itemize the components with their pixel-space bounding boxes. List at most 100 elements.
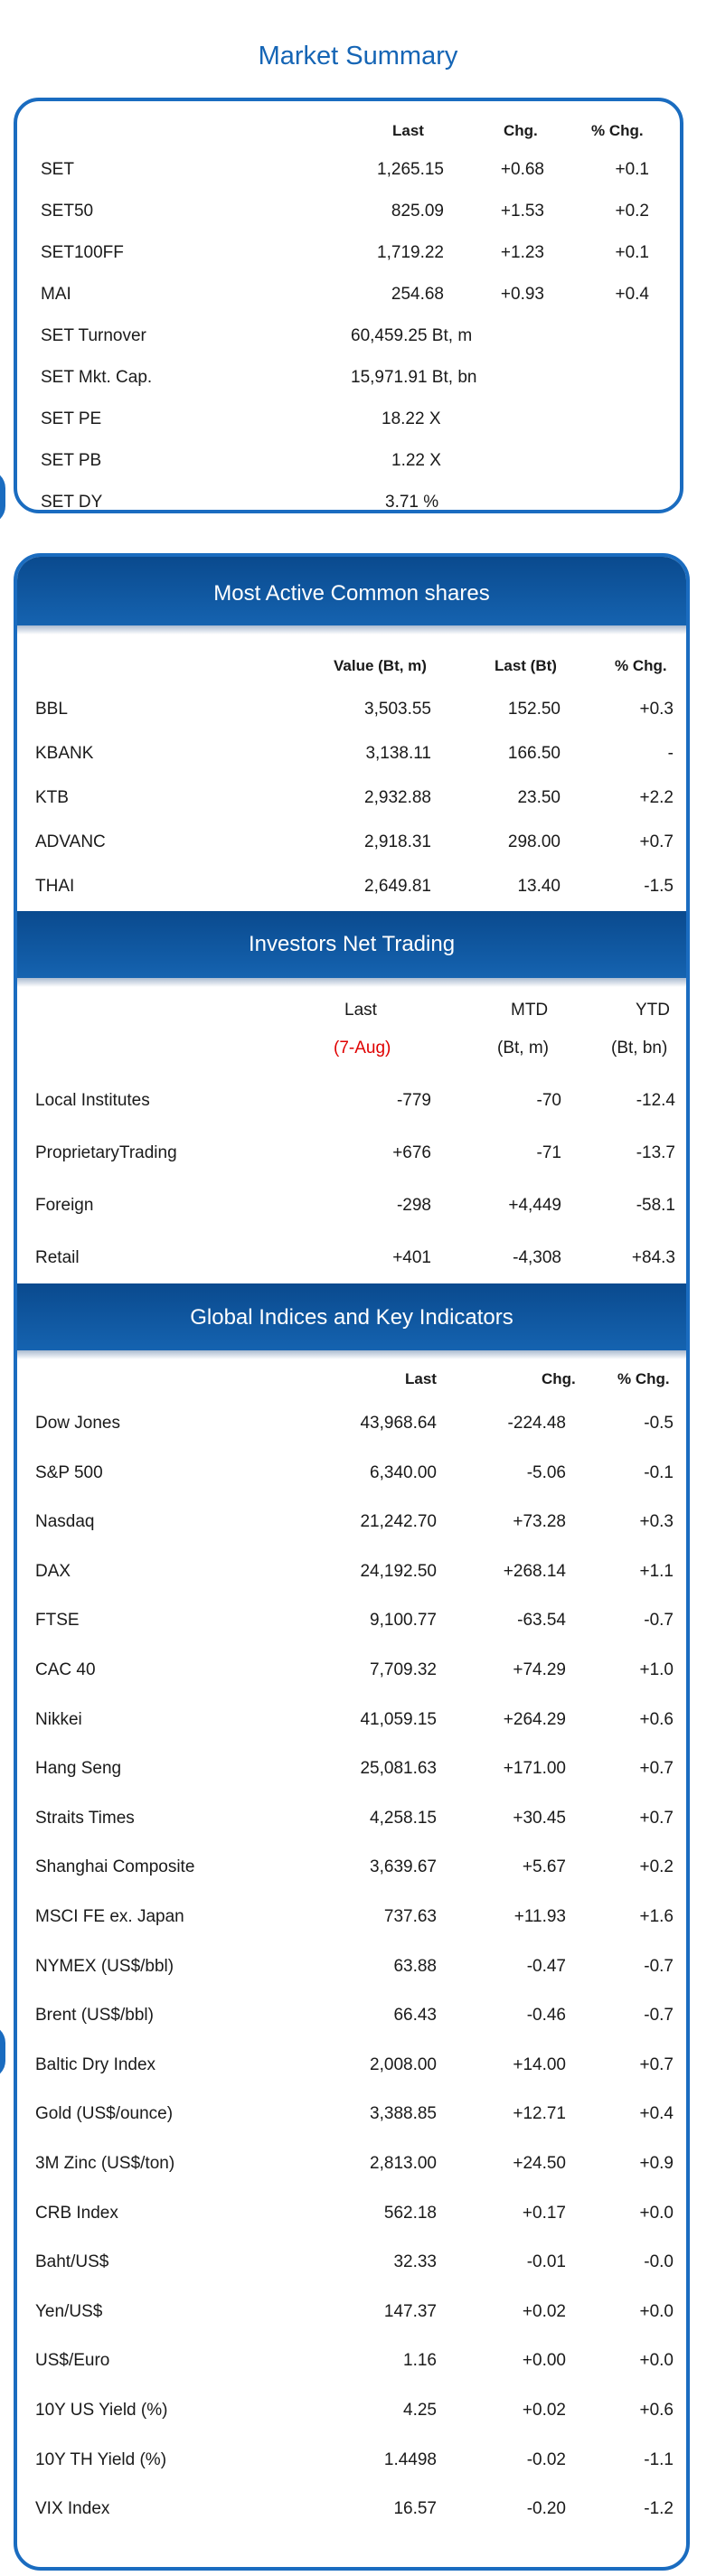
table-row: Nasdaq 21,242.70 +73.28 +0.3: [17, 1512, 686, 1539]
table-row: CAC 40 7,709.32 +74.29 +1.0: [17, 1660, 686, 1688]
table-row: 10Y US Yield (%) 4.25 +0.02 +0.6: [17, 2401, 686, 2428]
stock-symbol: KTB: [35, 788, 69, 807]
table-row: Shanghai Composite 3,639.67 +5.67 +0.2: [17, 1857, 686, 1885]
last-value: 254.68: [391, 285, 444, 304]
column-header: Value (Bt, m): [334, 657, 427, 674]
table-row: CRB Index 562.18 +0.17 +0.0: [17, 2204, 686, 2231]
change-value: +12.71: [513, 2104, 566, 2124]
pct-change-value: -0.1: [644, 1462, 674, 1482]
table-row: FTSE 9,100.77 -63.54 -0.7: [17, 1611, 686, 1638]
indicator-name: US$/Euro: [35, 2351, 110, 2371]
last-value: 60,459.25 Bt, m: [351, 326, 473, 345]
table-row: Nikkei 41,059.15 +264.29 +0.6: [17, 1710, 686, 1737]
table-row: 3M Zinc (US$/ton) 2,813.00 +24.50 +0.9: [17, 2154, 686, 2181]
change-value: +0.68: [500, 160, 544, 179]
table-row: SET 1,265.15 +0.68 +0.1: [17, 160, 680, 187]
table-row: 10Y TH Yield (%) 1.4498 -0.02 -1.1: [17, 2450, 686, 2477]
last-value: 2,813.00: [370, 2154, 437, 2173]
pct-change-value: +0.6: [639, 1709, 674, 1729]
row-label: SET PE: [41, 409, 102, 428]
row-label: SET50: [41, 202, 94, 221]
date-label: (7-Aug): [334, 1039, 391, 1058]
last-value: 9,100.77: [370, 1611, 437, 1631]
change-value: +0.00: [522, 2351, 566, 2371]
table-row: ADVANC 2,918.31 298.00 +0.7: [17, 832, 686, 860]
change-value: +5.67: [522, 1857, 566, 1877]
indicator-name: S&P 500: [35, 1462, 103, 1482]
table-row: MSCI FE ex. Japan 737.63 +11.93 +1.6: [17, 1907, 686, 1934]
column-header: Last: [392, 122, 424, 139]
pct-change-value: -0.5: [644, 1414, 674, 1433]
decorative-arc: [0, 470, 5, 524]
mtd-value: -4,308: [513, 1248, 561, 1267]
mtd-value: -71: [536, 1143, 561, 1162]
section-header-global: Global Indices and Key Indicators: [17, 1283, 686, 1359]
last-value: 1.4498: [383, 2449, 437, 2469]
change-value: +30.45: [513, 1808, 566, 1828]
pct-change-value: -0.7: [644, 1611, 674, 1631]
pct-change-value: +1.1: [639, 1561, 674, 1581]
pct-change-value: +0.1: [615, 243, 649, 262]
column-header: MTD: [511, 1001, 549, 1020]
investor-type: ProprietaryTrading: [35, 1143, 177, 1162]
indicator-name: Nasdaq: [35, 1512, 95, 1532]
indicator-name: Dow Jones: [35, 1414, 120, 1433]
change-value: +264.29: [503, 1709, 566, 1729]
column-header: % Chg.: [617, 1370, 670, 1387]
change-value: +0.02: [522, 2301, 566, 2321]
investor-type: Retail: [35, 1248, 80, 1267]
change-value: -0.46: [526, 2006, 566, 2026]
table-row: Straits Times 4,258.15 +30.45 +0.7: [17, 1809, 686, 1836]
table-row: Brent (US$/bbl) 66.43 -0.46 -0.7: [17, 2006, 686, 2033]
trade-value: 3,503.55: [364, 700, 431, 719]
table-row: VIX Index 16.57 -0.20 -1.2: [17, 2499, 686, 2526]
last-value: 562.18: [383, 2203, 437, 2223]
investor-type: Foreign: [35, 1196, 94, 1215]
table-row: NYMEX (US$/bbl) 63.88 -0.47 -0.7: [17, 1957, 686, 1984]
indicator-name: CRB Index: [35, 2203, 118, 2223]
last-value: 1.22 X: [391, 451, 441, 470]
indicator-name: 10Y US Yield (%): [35, 2401, 168, 2420]
pct-change-value: -1.5: [644, 877, 674, 896]
table-header-row: Value (Bt, m) Last (Bt) % Chg.: [17, 657, 686, 684]
row-label: SET PB: [41, 451, 102, 470]
last-value: 1,265.15: [377, 160, 444, 179]
table-row: Local Institutes -779 -70 -12.4: [17, 1091, 686, 1118]
table-row: THAI 2,649.81 13.40 -1.5: [17, 877, 686, 904]
table-row: BBL 3,503.55 152.50 +0.3: [17, 700, 686, 727]
row-label: SET: [41, 160, 74, 179]
indicator-name: FTSE: [35, 1611, 80, 1631]
market-summary-table: Last Chg. % Chg. SET 1,265.15 +0.68 +0.1 SET…: [14, 98, 683, 513]
pct-change-value: +0.4: [615, 285, 649, 304]
stock-symbol: BBL: [35, 700, 68, 719]
change-value: +0.93: [500, 285, 544, 304]
indicator-name: Straits Times: [35, 1808, 135, 1828]
last-value: 3.71 %: [385, 493, 439, 512]
table-row: SET PB 1.22 X: [17, 451, 680, 478]
table-subheader-row: (7-Aug) (Bt, m) (Bt, bn): [17, 1039, 686, 1066]
table-row: SET100FF 1,719.22 +1.23 +0.1: [17, 243, 680, 270]
last-value: 63.88: [393, 1956, 437, 1976]
table-row: SET DY 3.71 %: [17, 493, 680, 520]
trade-value: 2,918.31: [364, 832, 431, 851]
indicator-name: NYMEX (US$/bbl): [35, 1956, 174, 1976]
indicator-name: Baht/US$: [35, 2252, 109, 2272]
last-value: 25,081.63: [360, 1759, 437, 1779]
unit-label: (Bt, bn): [611, 1039, 668, 1058]
column-header: Last (Bt): [495, 657, 557, 674]
last-value: 21,242.70: [360, 1512, 437, 1532]
change-value: +24.50: [513, 2154, 566, 2173]
row-label: SET Turnover: [41, 326, 146, 345]
indicator-name: Shanghai Composite: [35, 1857, 195, 1877]
change-value: +1.53: [500, 202, 544, 221]
last-value: 1,719.22: [377, 243, 444, 262]
pct-change-value: +0.3: [639, 1512, 674, 1532]
pct-change-value: +0.2: [639, 1857, 674, 1877]
pct-change-value: +1.6: [639, 1907, 674, 1926]
indicator-name: DAX: [35, 1561, 71, 1581]
pct-change-value: +1.0: [639, 1660, 674, 1679]
row-label: SET Mkt. Cap.: [41, 368, 153, 387]
change-value: -224.48: [507, 1414, 566, 1433]
change-value: +74.29: [513, 1660, 566, 1679]
table-row: Baltic Dry Index 2,008.00 +14.00 +0.7: [17, 2055, 686, 2082]
